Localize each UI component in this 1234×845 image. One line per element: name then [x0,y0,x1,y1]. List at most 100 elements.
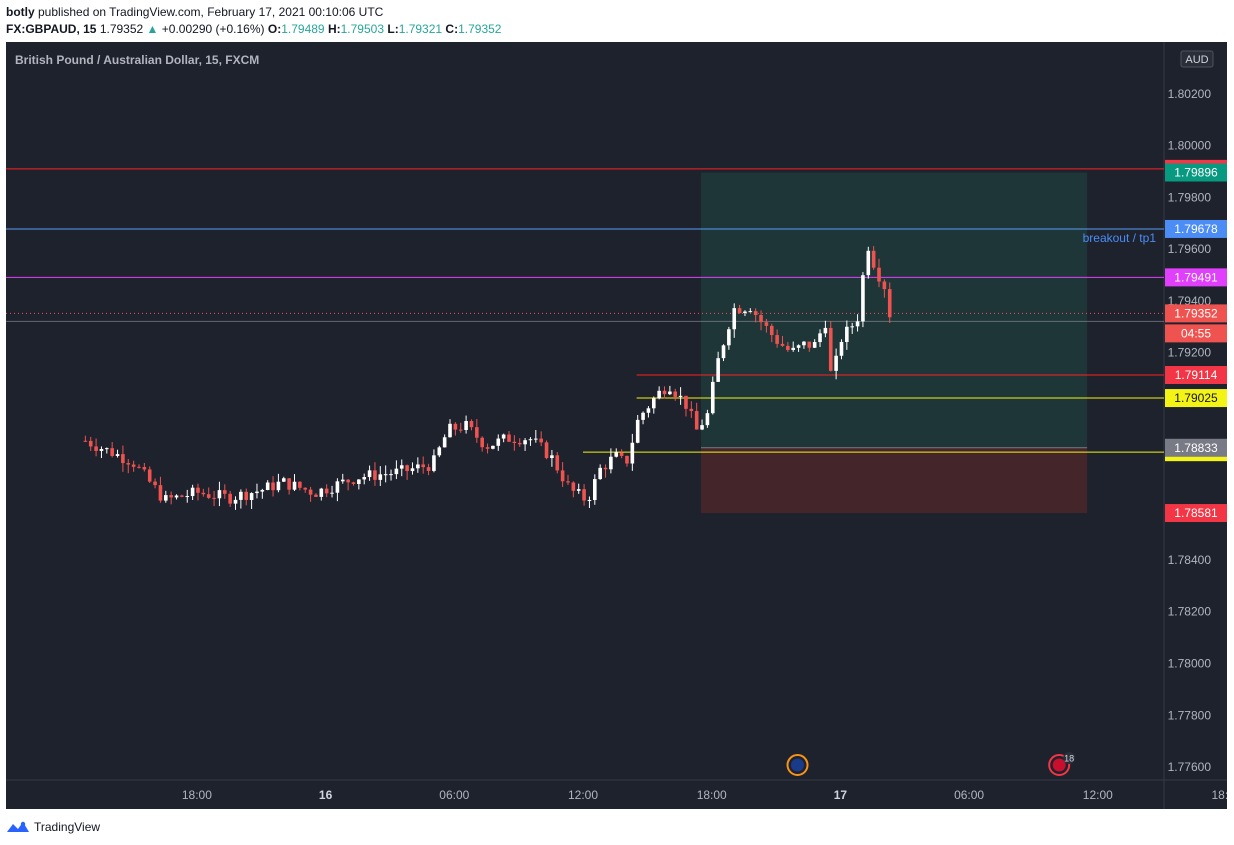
candle-body [437,447,442,456]
candle-body [593,479,597,501]
candle-body [887,289,892,318]
candle-body [153,481,157,486]
candle-body [759,315,763,323]
candle-body [512,441,517,444]
candle-body [694,411,699,430]
level-tag-4: 1.79025 [1174,391,1218,405]
candle-body [458,429,463,431]
high-value: 1.79503 [340,22,385,36]
candle-body [582,489,586,501]
level-tag-2-bg [1165,268,1227,287]
y-tick-label: 1.77800 [1168,708,1212,722]
candle-body [517,443,522,445]
currency-badge: AUD [1185,54,1208,66]
candle-body [410,468,415,472]
up-arrow-icon: ▲ [146,22,159,36]
candle-body [308,489,313,495]
candle-body [839,342,844,356]
published-text: published on TradingView.com, February 1… [34,5,384,19]
event-badge-bg [1063,752,1076,764]
candle-body [662,390,667,395]
event-badge-count: 18 [1064,754,1074,764]
candle-body [721,345,726,359]
candle-body [319,488,324,497]
candle-body [678,395,683,397]
countdown-label: 04:55 [1181,326,1211,340]
candle-body [710,381,715,414]
chart-panel[interactable]: breakout / tp1 1.80200 1.80000 1.79800 1.796… [6,42,1227,809]
target-tag: 1.79896 [1174,166,1218,180]
candle-body [544,442,549,459]
x-tick-label: 16 [319,788,333,802]
x-tick-label: 12:00 [568,788,598,802]
candle-body [142,467,147,470]
author-name[interactable]: botly [6,5,35,19]
candle-body [539,438,543,443]
candle-body [845,326,849,343]
candle-body [491,445,495,449]
candle-body [882,281,887,290]
candle-body [812,342,817,348]
candle-body [668,391,672,395]
candle-body [399,465,404,469]
candle-body [796,345,801,348]
candle-body [818,333,822,343]
candle-body [281,478,286,482]
y-tick-label: 1.78000 [1168,656,1212,670]
candle-body [464,420,468,430]
candle-body [780,343,785,346]
candle-body [314,494,318,497]
candle-body [206,494,211,498]
candle-body [137,466,141,468]
candle-body [786,345,790,351]
candle-body [855,321,860,327]
open-label: O: [267,22,282,36]
candle-body [748,311,753,313]
candle-body [260,489,265,492]
candle-body [169,495,173,498]
candle-body [164,495,168,501]
y-tick-label: 1.79600 [1168,242,1212,256]
candle-body [340,479,345,482]
y-tick-label: 1.78400 [1168,553,1212,567]
candle-body [576,489,581,491]
candle-body [249,493,254,500]
candle-body [871,250,876,268]
candle-body [222,490,227,494]
last-price: 1.79352 [99,22,144,36]
candle-body [335,481,340,493]
tradingview-brand[interactable]: TradingView [34,820,101,834]
candle-body [421,464,426,468]
y-tick-label: 1.79800 [1168,190,1212,204]
x-tick-label: 18:00 [697,788,727,802]
price-chart[interactable]: breakout / tp1 1.80200 1.80000 1.79800 1.796… [6,42,1227,809]
x-tick-label: 17 [834,788,848,802]
candle-body [265,482,270,490]
candle-body [609,456,613,470]
candle-body [807,341,812,348]
candle-body [292,481,297,490]
candle-body [657,390,661,399]
candle-body [110,448,114,456]
level-tag-1: 1.79678 [1174,222,1218,236]
y-tick-label: 1.80200 [1168,87,1212,101]
candle-body [775,335,779,344]
target-tag-bg [1165,163,1227,182]
entry-tag-bg [1165,438,1227,457]
candle-body [346,479,350,483]
candle-body [555,455,560,471]
candle-body [828,327,833,371]
candle-body [131,464,136,467]
candle-body [121,454,125,464]
candle-body [276,481,281,491]
candle-body [732,308,737,330]
candle-body [641,412,645,420]
candle-body [587,500,592,502]
candle-body [324,488,329,494]
level-annotation: breakout / tp1 [1083,231,1157,245]
candle-body [88,440,93,447]
price-change: +0.00290 (+0.16%) [161,22,265,36]
candle-body [357,479,361,484]
tradingview-logo-icon[interactable] [6,820,30,834]
candle-body [700,425,704,430]
